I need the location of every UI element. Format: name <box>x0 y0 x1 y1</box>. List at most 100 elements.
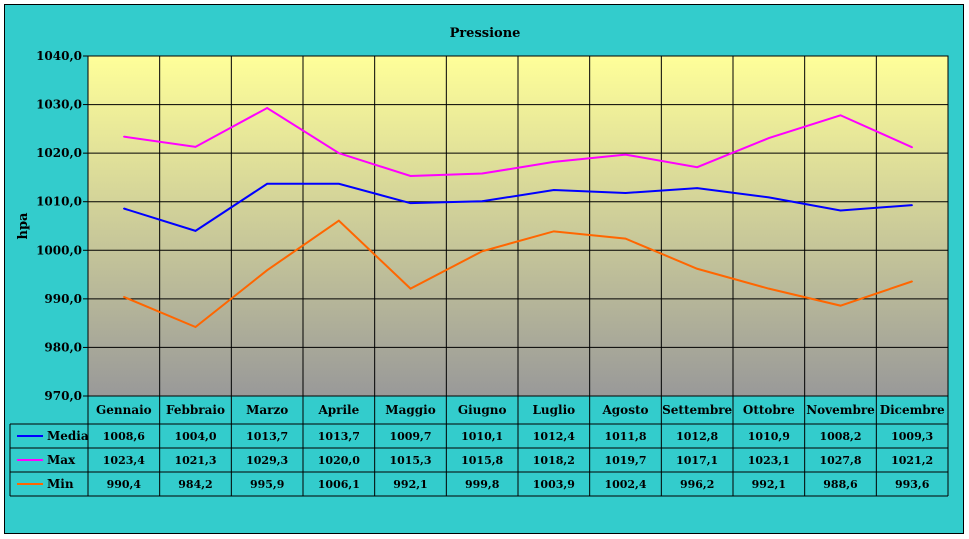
data-point-media <box>123 207 125 210</box>
data-label: 1013,7 <box>246 430 288 443</box>
data-label: 1010,9 <box>748 430 790 443</box>
data-point-min <box>338 219 340 222</box>
y-tick-label: 1010,0 <box>36 195 82 209</box>
data-label: 1012,4 <box>533 430 575 443</box>
data-label: 1002,4 <box>604 478 646 491</box>
data-point-media <box>481 200 483 203</box>
data-label: 988,6 <box>823 478 858 491</box>
data-label: 1021,3 <box>174 454 216 467</box>
category-label: Novembre <box>806 403 875 417</box>
grid-lines <box>83 55 949 496</box>
y-tick-label: 990,0 <box>44 292 82 306</box>
data-point-max <box>266 107 268 109</box>
category-label: Febbraio <box>166 403 225 417</box>
data-label: 1004,0 <box>174 430 216 443</box>
data-point-min <box>839 304 842 307</box>
data-point-min <box>409 287 412 290</box>
legend-label-max: Max <box>47 453 76 467</box>
y-tick-labels: 970,0 980,0 990,0 1000,0 1010,0 1020,0 1030,0 1… <box>36 49 82 403</box>
series-line-media <box>123 182 913 232</box>
data-label: 1018,2 <box>533 454 575 467</box>
data-label: 992,1 <box>752 478 786 491</box>
data-label: 992,1 <box>393 478 427 491</box>
chart-title: Pressione <box>450 26 521 41</box>
data-point-media <box>624 192 627 194</box>
data-label: 1027,8 <box>819 454 861 467</box>
data-label: 1023,1 <box>748 454 790 467</box>
data-label: 999,8 <box>465 478 500 491</box>
data-point-min <box>123 296 125 298</box>
data-point-media <box>194 230 197 232</box>
data-point-max <box>911 146 913 149</box>
data-point-media <box>266 182 268 185</box>
data-label: 1019,7 <box>604 454 646 467</box>
series-line-max <box>123 106 913 177</box>
category-label: Agosto <box>601 403 648 417</box>
data-label: 1008,2 <box>819 430 861 443</box>
data-point-min <box>266 269 268 272</box>
data-label: 1009,3 <box>891 430 933 443</box>
data-label: 1020,0 <box>318 454 360 467</box>
series-lines <box>123 106 913 329</box>
chart-svg: Pressione hpa 970,0 980,0 990,0 1000,0 1010,… <box>9 26 949 497</box>
y-tick-label: 1000,0 <box>36 243 82 257</box>
data-point-media <box>768 196 770 199</box>
data-point-media <box>839 209 842 212</box>
category-label: Luglio <box>532 403 575 417</box>
data-label: 1006,1 <box>318 478 360 491</box>
category-label: Aprile <box>317 403 359 417</box>
data-label: 1009,7 <box>389 430 431 443</box>
y-tick-label: 970,0 <box>44 389 82 403</box>
data-point-max <box>696 166 698 169</box>
data-point-min <box>481 250 483 253</box>
data-label: 1029,3 <box>246 454 288 467</box>
data-point-max <box>409 175 412 177</box>
category-label: Gennaio <box>96 403 152 417</box>
category-label: Marzo <box>246 403 288 417</box>
data-label: 1010,1 <box>461 430 503 443</box>
category-label: Dicembre <box>880 403 945 417</box>
category-label: Giugno <box>458 403 507 417</box>
data-point-media <box>338 182 340 185</box>
y-tick-label: 1040,0 <box>36 49 82 63</box>
data-point-max <box>194 146 197 148</box>
data-point-max <box>338 152 340 154</box>
category-label: Ottobre <box>743 403 795 417</box>
data-label: 1003,9 <box>533 478 575 491</box>
data-point-min <box>768 287 770 290</box>
data-point-max <box>839 114 842 117</box>
data-point-max <box>123 135 125 138</box>
data-label: 1008,6 <box>103 430 145 443</box>
data-point-min <box>553 230 555 233</box>
data-point-min <box>194 326 197 328</box>
category-label: Maggio <box>385 403 435 417</box>
data-point-media <box>911 204 913 206</box>
data-point-max <box>768 137 770 139</box>
category-label: Settembre <box>662 403 732 417</box>
data-point-media <box>696 187 698 189</box>
data-label: 993,6 <box>895 478 930 491</box>
data-label: 984,2 <box>178 478 212 491</box>
data-label: 990,4 <box>107 478 142 491</box>
y-axis-label: hpa <box>16 212 31 240</box>
data-label: 1013,7 <box>318 430 360 443</box>
data-label: 1015,8 <box>461 454 503 467</box>
data-point-max <box>481 172 483 175</box>
legend-label-media: Media <box>47 429 89 443</box>
data-label: 1021,2 <box>891 454 933 467</box>
data-label: 1017,1 <box>676 454 718 467</box>
legend-label-min: Min <box>47 477 74 491</box>
data-point-max <box>553 161 555 163</box>
chart-frame: Pressione hpa 970,0 980,0 990,0 1000,0 1010,… <box>4 4 964 534</box>
y-tick-label: 980,0 <box>44 340 82 354</box>
data-point-min <box>624 237 627 240</box>
data-point-max <box>624 153 627 156</box>
data-label: 1011,8 <box>604 430 646 443</box>
y-tick-label: 1030,0 <box>36 98 82 112</box>
data-label: 995,9 <box>250 478 284 491</box>
data-point-media <box>409 202 412 204</box>
y-tick-label: 1020,0 <box>36 146 82 160</box>
data-label: 996,2 <box>680 478 714 491</box>
data-point-min <box>696 267 698 270</box>
data-point-media <box>553 189 555 191</box>
